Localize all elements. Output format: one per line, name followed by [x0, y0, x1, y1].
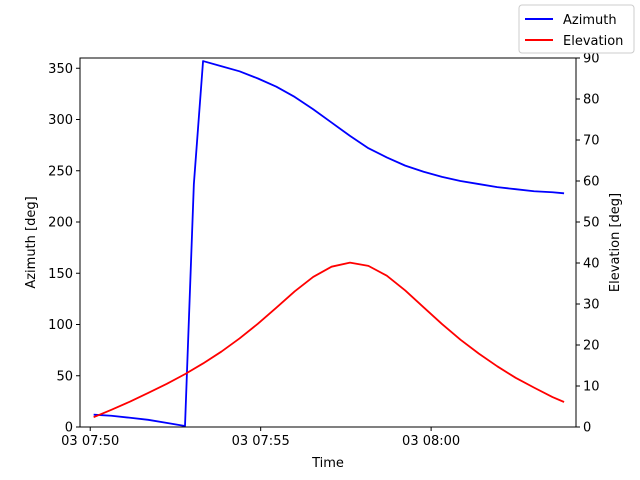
y-right-tick-label: 40: [583, 257, 600, 272]
series-line-azimuth: [93, 60, 565, 427]
series-line-elevation: [93, 261, 565, 418]
y-right-tick-label: 60: [583, 175, 600, 190]
y-left-tick-label: 300: [48, 113, 73, 128]
y-left-tick-label: 200: [48, 216, 73, 231]
y-right-tick-label: 80: [583, 93, 600, 108]
y-right-tick-label: 10: [583, 380, 600, 395]
y-right-tick-label: 70: [583, 134, 600, 149]
legend: Azimuth Elevation: [518, 4, 635, 54]
y-left-tick-label: 350: [48, 62, 73, 77]
series-layer: [93, 60, 565, 427]
y-right-tick-label: 0: [583, 421, 591, 436]
y-left-tick-label: 250: [48, 164, 73, 179]
y-axis-right-label: Elevation [deg]: [608, 193, 623, 292]
y-left-tick-label: 0: [65, 421, 73, 436]
x-axis-label: Time: [311, 456, 344, 471]
plot-frame: [79, 57, 577, 428]
y-axis-left-label: Azimuth [deg]: [24, 196, 39, 288]
x-tick-label: 03 08:00: [402, 434, 460, 449]
y-right-tick-label: 20: [583, 339, 600, 354]
x-tick-label: 03 07:50: [61, 434, 119, 449]
x-tick-label: 03 07:55: [232, 434, 290, 449]
y-left-tick-label: 150: [48, 267, 73, 282]
y-right-tick-label: 30: [583, 298, 600, 313]
legend-label-elevation: Elevation: [563, 34, 623, 49]
legend-label-azimuth: Azimuth: [563, 13, 617, 28]
y-right-tick-label: 50: [583, 216, 600, 231]
y-left-tick-label: 50: [56, 369, 73, 384]
ticks-layer: 03 07:50 03 07:55 03 08:000501001502002503…: [48, 52, 599, 450]
y-left-tick-label: 100: [48, 318, 73, 333]
y-right-tick-label: 90: [583, 52, 600, 67]
